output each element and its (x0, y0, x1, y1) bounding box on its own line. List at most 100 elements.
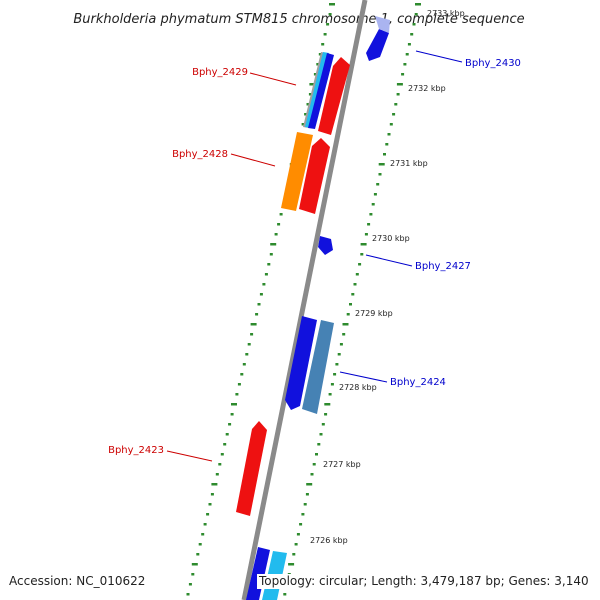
tick-dot (339, 343, 343, 346)
gene-label-bphy-2423[interactable]: Bphy_2423 (108, 445, 164, 456)
tick-dot (403, 63, 407, 66)
tick-dot (385, 143, 389, 146)
gene-bphy-2429-blue[interactable] (308, 53, 334, 129)
kbp-label-2731: 2731 kbp (390, 159, 428, 168)
tick-dot (306, 483, 313, 486)
tick-dot (410, 33, 414, 36)
leader-bphy-2423 (166, 450, 213, 462)
gene-bphy-2423-red[interactable] (236, 421, 267, 516)
tick-dot (191, 563, 198, 566)
tick-dot (255, 313, 259, 316)
kbp-label-2727: 2727 kbp (323, 460, 361, 469)
tick-dot (299, 523, 303, 526)
tick-dot (407, 43, 411, 46)
tick-dot (292, 553, 296, 556)
tick-dot (228, 423, 232, 426)
tick-dot (208, 503, 212, 506)
gene-label-bphy-2430[interactable]: Bphy_2430 (465, 58, 521, 69)
tick-dot (315, 453, 318, 456)
tick-dot (364, 233, 368, 236)
gene-bphy-2424-steelblue[interactable] (302, 320, 334, 414)
tick-dot (324, 413, 328, 416)
gene-bphy-2429-red[interactable] (318, 57, 350, 135)
tick-dot (360, 253, 364, 256)
tick-dot (414, 13, 418, 16)
tick-dot (396, 83, 403, 86)
gene-label-bphy-2428[interactable]: Bphy_2428 (172, 149, 228, 160)
sequence-backbone (241, 0, 368, 600)
gene-labels: Bphy_2430 Bphy_2429 Bphy_2428 Bphy_2427 … (108, 58, 521, 456)
gene-bphy-2428-orange[interactable] (281, 132, 313, 211)
tick-dot (305, 493, 309, 496)
leader-bphy-2429 (249, 72, 297, 86)
tick-dot (355, 273, 359, 276)
kbp-label-2726: 2726 kbp (310, 536, 348, 545)
tick-dot (225, 433, 229, 436)
tick-dot (220, 453, 224, 456)
tick-dot (264, 273, 268, 276)
gene-bottom-blue[interactable] (246, 547, 270, 600)
tick-dot (206, 513, 210, 516)
tick-dot (283, 593, 287, 596)
map-title: Burkholderia phymatum STM815 chromosome … (73, 12, 524, 27)
leader-bphy-2430 (415, 50, 463, 63)
tick-dot (328, 13, 332, 16)
tick-dot (235, 393, 239, 396)
tick-dot (309, 83, 316, 86)
tick-dot (301, 123, 305, 126)
tick-dot (401, 73, 405, 76)
tick-dot (405, 53, 409, 56)
kbp-label-2729: 2729 kbp (355, 309, 393, 318)
tick-dot (376, 183, 380, 186)
tick-dot (304, 113, 308, 116)
kbp-label-2730: 2730 kbp (372, 234, 410, 243)
tick-dot (301, 513, 305, 516)
tick-dot (308, 93, 312, 96)
tick-dot (270, 243, 277, 246)
gene-bphy-2424-blue[interactable] (285, 316, 317, 410)
tick-dot (242, 363, 246, 366)
gene-label-bphy-2427[interactable]: Bphy_2427 (415, 261, 471, 272)
tick-dot (188, 583, 192, 586)
tick-dot (392, 113, 396, 116)
tick-dot (329, 3, 335, 6)
gene-label-bphy-2424[interactable]: Bphy_2424 (390, 377, 446, 388)
tick-dot (274, 233, 278, 236)
tick-dot (269, 253, 273, 256)
tick-dot (351, 293, 355, 296)
tick-dot (346, 313, 350, 316)
gene-features (236, 16, 390, 600)
tick-dot (328, 393, 332, 396)
tick-dot (186, 593, 190, 596)
tick-dot (319, 433, 323, 436)
tick-dot (333, 373, 337, 376)
tick-dot (306, 103, 310, 106)
tick-dot (262, 283, 266, 286)
tick-dot (277, 223, 281, 226)
tick-dot (371, 203, 375, 206)
tick-dot (279, 213, 283, 216)
tick-dot (230, 413, 234, 416)
kbp-label-2732: 2732 kbp (408, 84, 446, 93)
tick-dot (396, 93, 400, 96)
tick-dot (324, 403, 331, 406)
tick-dot (358, 263, 362, 266)
tick-dot (198, 543, 202, 546)
tick-dot (303, 503, 307, 506)
gene-bphy-2428-red[interactable] (299, 138, 330, 214)
tick-dot (323, 33, 327, 36)
kbp-label-2733: 2733 kbp (427, 9, 465, 18)
gene-bphy-2430-arrow[interactable] (366, 29, 389, 61)
tick-dot (247, 343, 251, 346)
tick-dot (259, 293, 263, 296)
tick-dot (367, 223, 371, 226)
tick-dot (237, 383, 241, 386)
gene-label-bphy-2429[interactable]: Bphy_2429 (192, 67, 248, 78)
gene-bphy-2427-arrow[interactable] (318, 236, 333, 255)
tick-dot (378, 173, 382, 176)
tick-dot (223, 443, 227, 446)
tick-dot (326, 23, 330, 26)
tick-dot (218, 463, 222, 466)
gene-bphy-2430-overhang (375, 16, 390, 33)
